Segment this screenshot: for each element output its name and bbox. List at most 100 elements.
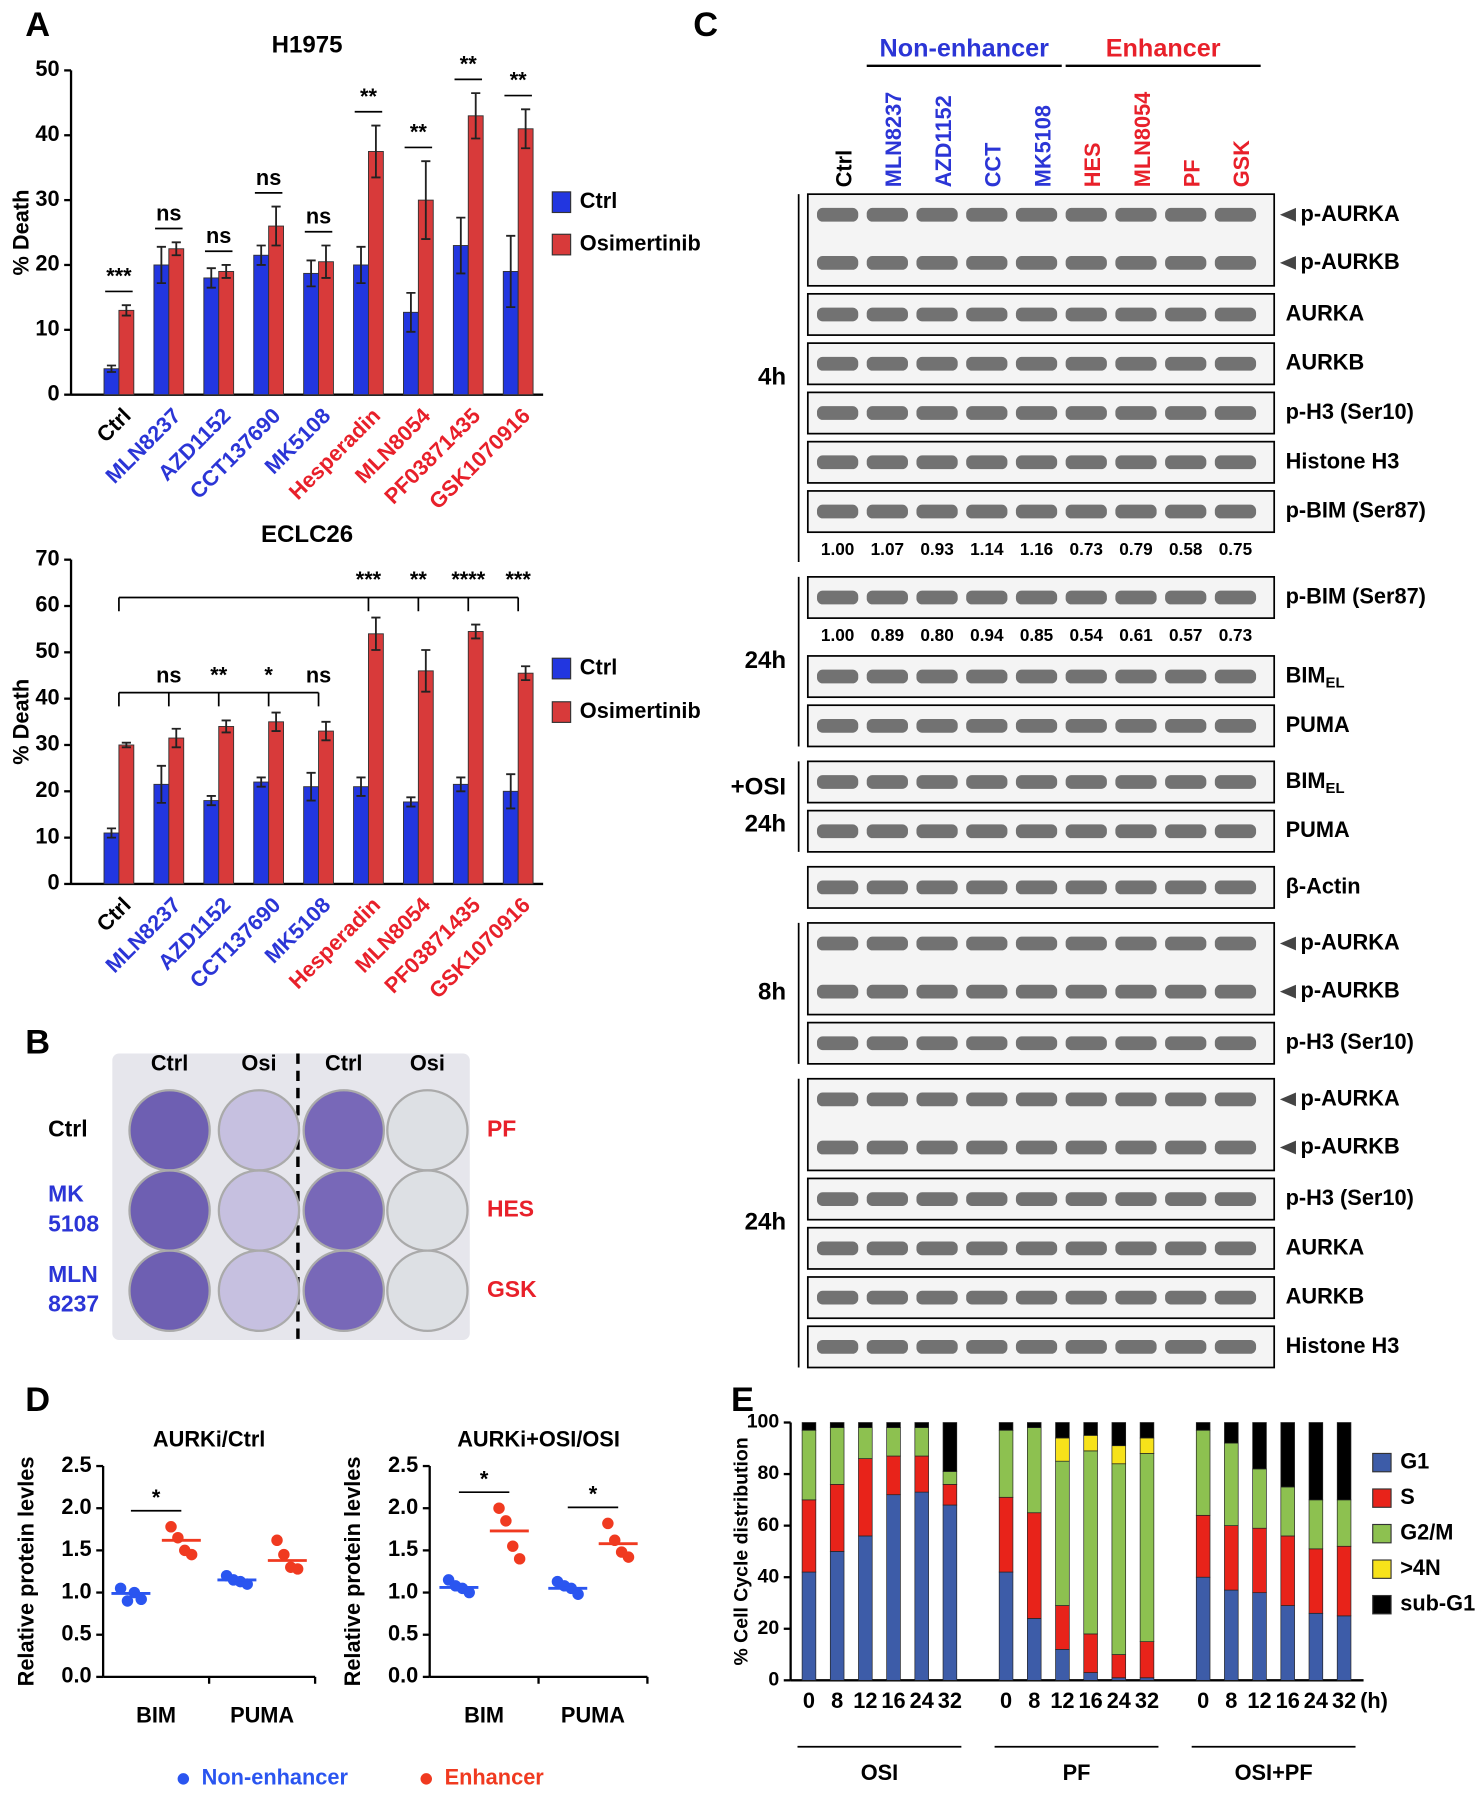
error-bar xyxy=(121,304,131,317)
row-label: PUMA xyxy=(1286,817,1350,842)
band xyxy=(1165,669,1207,684)
band xyxy=(1015,984,1058,999)
legend-label: sub-G1 xyxy=(1400,1590,1475,1615)
legend-swatch xyxy=(1372,1523,1392,1544)
bar xyxy=(452,783,469,885)
row-label: p-BIM (Ser87) xyxy=(1286,583,1426,608)
bar-segment xyxy=(1252,1468,1267,1529)
band xyxy=(1065,1036,1107,1051)
quantification: 1.14 xyxy=(970,539,1004,559)
bar xyxy=(203,800,220,885)
error-bar xyxy=(206,267,216,289)
band xyxy=(816,504,859,519)
y-tick-label: 1.5 xyxy=(61,1536,91,1561)
band xyxy=(1115,1140,1157,1155)
bar xyxy=(517,672,534,885)
bar-segment xyxy=(1280,1605,1295,1681)
band xyxy=(1065,824,1107,839)
bar-segment xyxy=(1111,1445,1127,1465)
band xyxy=(1065,256,1107,270)
section-label: 24h xyxy=(745,810,786,837)
row-label: BIMEL xyxy=(1286,662,1345,691)
band xyxy=(966,936,1008,951)
bar-segment xyxy=(886,1455,901,1496)
lane-label: GSK xyxy=(1229,140,1254,187)
x-unit: (h) xyxy=(1360,1688,1388,1713)
band xyxy=(866,718,908,733)
bar xyxy=(353,264,369,396)
y-tick-label: 0 xyxy=(47,870,59,895)
band xyxy=(1214,207,1257,222)
band xyxy=(1165,775,1207,789)
band xyxy=(1165,504,1207,519)
panel-label: E xyxy=(731,1381,754,1419)
error-bar xyxy=(506,773,516,810)
y-tick-label: 40 xyxy=(35,684,59,709)
column-label: Osi xyxy=(410,1051,445,1076)
bar-segment xyxy=(998,1422,1014,1431)
y-tick-label: 20 xyxy=(35,777,59,802)
bar-segment xyxy=(858,1458,873,1537)
band xyxy=(1015,1241,1058,1256)
bar-segment xyxy=(914,1491,929,1681)
band xyxy=(1065,936,1107,951)
significance: *** xyxy=(505,567,531,592)
section-label: 24h xyxy=(745,1208,786,1235)
band xyxy=(1015,455,1058,470)
band xyxy=(1165,307,1207,322)
band xyxy=(1015,880,1058,895)
x-tick-label: 16 xyxy=(1276,1688,1300,1713)
band xyxy=(966,1192,1008,1206)
band xyxy=(866,1241,908,1256)
bar xyxy=(517,128,534,396)
bar xyxy=(168,248,185,396)
band xyxy=(816,1340,859,1354)
band xyxy=(1214,880,1257,895)
band xyxy=(1165,824,1207,839)
data-point xyxy=(572,1588,584,1600)
band xyxy=(1165,1340,1207,1354)
section-label: 24h xyxy=(745,647,786,674)
quantification: 0.73 xyxy=(1070,539,1103,559)
row-label-text: p-BIM (Ser87) xyxy=(1286,497,1426,522)
band xyxy=(1115,406,1157,420)
row-label: 8237 xyxy=(48,1291,99,1317)
band xyxy=(1115,504,1157,519)
band xyxy=(816,984,859,999)
band xyxy=(1115,669,1157,684)
band xyxy=(816,256,859,270)
band xyxy=(1065,775,1107,789)
band xyxy=(1015,1140,1058,1155)
row-label: MK xyxy=(48,1181,84,1207)
error-bar xyxy=(371,616,381,651)
bar xyxy=(303,272,320,396)
y-tick-label: 2.0 xyxy=(388,1494,418,1519)
bar xyxy=(153,264,170,396)
significance: ** xyxy=(360,84,377,109)
band xyxy=(1065,307,1107,322)
band xyxy=(966,984,1008,999)
row-label: p-AURKA xyxy=(1301,201,1400,226)
bar-segment xyxy=(1252,1527,1267,1594)
bar-segment xyxy=(914,1422,929,1429)
row-label-text: p-AURKB xyxy=(1301,1133,1400,1158)
x-tick-label: 8 xyxy=(831,1688,843,1713)
lane-label: MLN8054 xyxy=(1130,92,1155,188)
well xyxy=(128,1089,211,1172)
significance: * xyxy=(264,662,273,687)
bar-segment xyxy=(1083,1633,1098,1673)
x-tick-label: PUMA xyxy=(561,1703,625,1728)
row-label-text: β-Actin xyxy=(1286,873,1361,898)
band xyxy=(916,1192,958,1206)
significance: ** xyxy=(460,51,477,76)
bar-segment xyxy=(1336,1615,1352,1681)
data-point xyxy=(135,1593,147,1606)
error-bar xyxy=(171,241,181,257)
band xyxy=(1015,669,1058,684)
bar-segment xyxy=(942,1484,958,1506)
bar-segment xyxy=(858,1535,873,1681)
band xyxy=(966,504,1008,519)
bar-segment xyxy=(858,1427,873,1459)
row-label-sub: EL xyxy=(1326,781,1345,797)
